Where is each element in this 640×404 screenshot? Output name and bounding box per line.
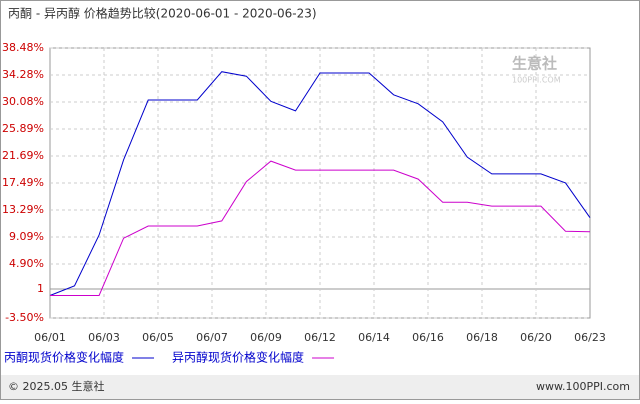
y-tick-label: 25.89%	[2, 122, 44, 135]
x-tick-label: 06/07	[196, 331, 228, 344]
legend-label: 丙酮现货价格变化幅度	[4, 350, 124, 365]
x-tick-label: 06/14	[358, 331, 390, 344]
x-tick-label: 06/01	[34, 331, 66, 344]
y-tick-label: -3.50%	[5, 311, 44, 324]
series-line	[50, 160, 591, 296]
y-tick-label: 30.08%	[2, 95, 44, 108]
y-tick-label: 17.49%	[2, 176, 44, 189]
legend-label: 异丙醇现货价格变化幅度	[172, 350, 304, 365]
series-line	[49, 71, 591, 296]
footer-text: © 2025.05 生意社	[8, 379, 104, 393]
y-tick-label: 9.09%	[9, 230, 44, 243]
x-tick-label: 06/16	[412, 331, 444, 344]
y-tick-label: 4.90%	[9, 257, 44, 270]
x-tick-label: 06/18	[466, 331, 498, 344]
y-tick-label: 34.28%	[2, 68, 44, 81]
x-tick-label: 06/12	[304, 331, 336, 344]
x-tick-label: 06/23	[574, 331, 606, 344]
x-tick-label: 06/03	[88, 331, 120, 344]
x-tick-label: 06/05	[142, 331, 174, 344]
x-tick-label: 06/20	[520, 331, 552, 344]
footer-bar	[1, 375, 639, 399]
chart-title: 丙酮 - 异丙醇 价格趋势比较(2020-06-01 - 2020-06-23)	[8, 6, 317, 21]
watermark: 生意社	[512, 55, 557, 73]
y-tick-label: 38.48%	[2, 41, 44, 54]
x-tick-label: 06/09	[250, 331, 282, 344]
y-tick-label: 13.29%	[2, 203, 44, 216]
footer-text: www.100PPI.com	[536, 380, 630, 393]
y-tick-label: 1	[37, 282, 44, 295]
y-tick-label: 21.69%	[2, 149, 44, 162]
